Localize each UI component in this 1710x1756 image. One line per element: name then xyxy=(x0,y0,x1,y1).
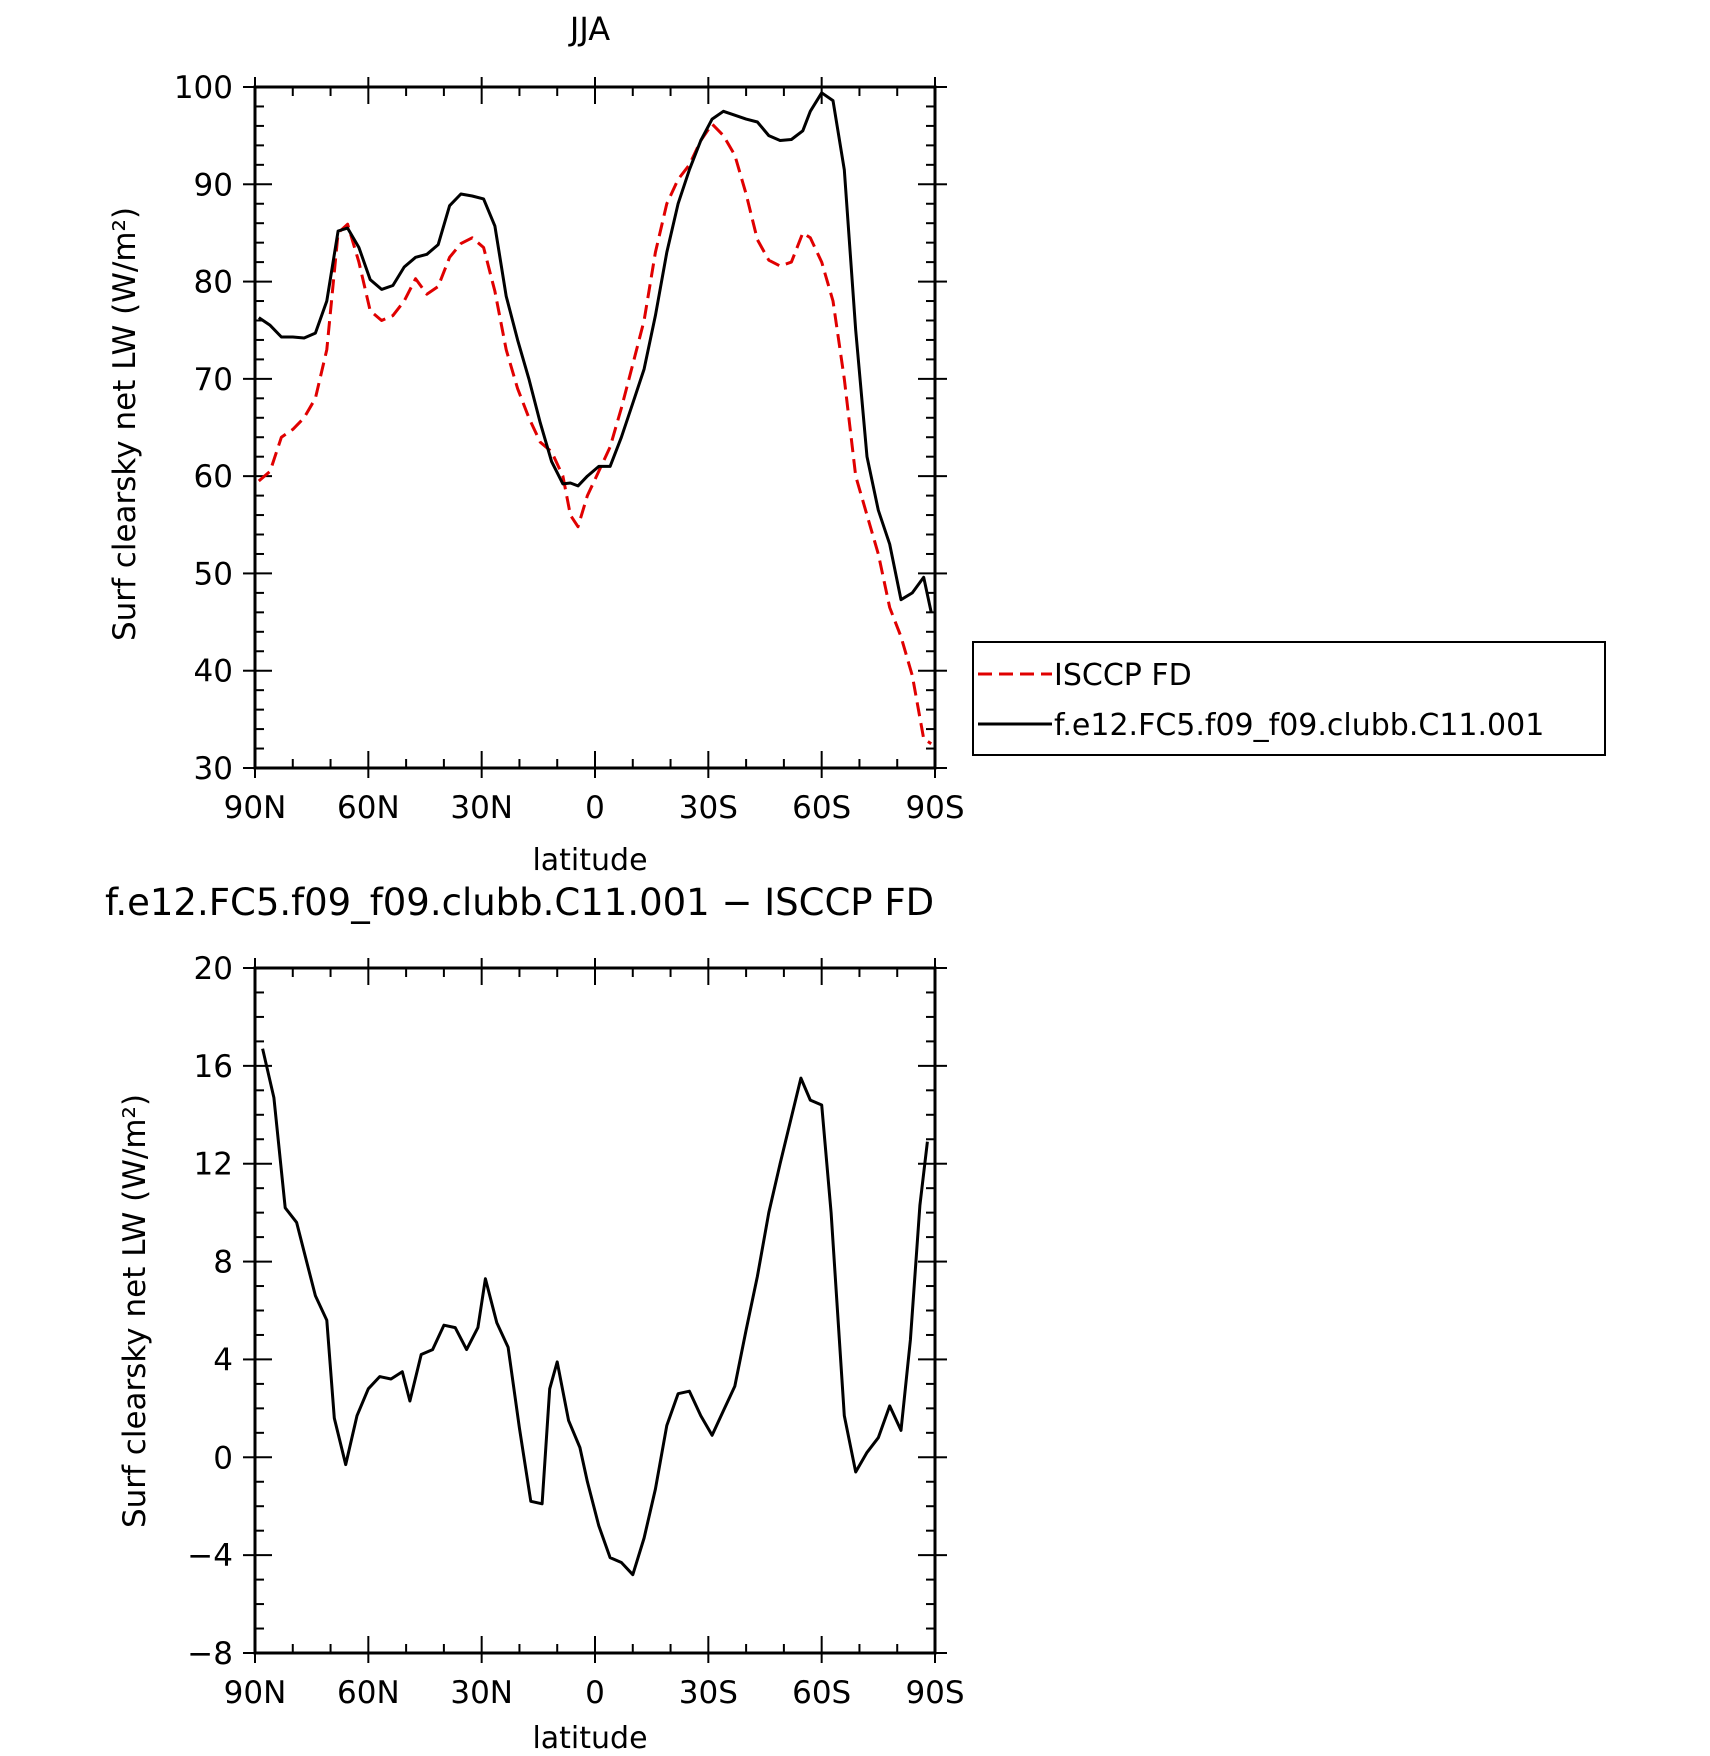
bottom-y-tick-label: −8 xyxy=(187,1636,233,1672)
bottom-chart-title: f.e12.FC5.f09_f09.clubb.C11.001 − ISCCP … xyxy=(105,881,934,924)
top-y-tick-label: 50 xyxy=(194,556,233,592)
bottom-x-axis-label: latitude xyxy=(532,1721,647,1756)
bottom-y-axis-label: Surf clearsky net LW (W/m²) xyxy=(117,1094,153,1528)
top-panel: JJA 90N 60N 30N 0 30S 60S 90S 100 90 80 70 60 50 40 30… xyxy=(107,10,1606,878)
legend-label-model: f.e12.FC5.f09_f09.clubb.C11.001 xyxy=(1054,708,1544,743)
bottom-y-tick-label: −4 xyxy=(187,1538,233,1574)
bottom-x-tick-label: 60S xyxy=(792,1675,851,1711)
bottom-y-tick-label: 4 xyxy=(213,1342,233,1378)
top-x-tick-label: 90S xyxy=(905,790,964,826)
top-series-line-1 xyxy=(257,122,933,745)
bottom-y-tick-label: 8 xyxy=(213,1245,233,1281)
bottom-x-tick-label: 30S xyxy=(679,1675,738,1711)
top-y-axis-label: Surf clearsky net LW (W/m²) xyxy=(107,207,143,641)
legend: ISCCP FD f.e12.FC5.f09_f09.clubb.C11.001 xyxy=(972,641,1606,756)
top-x-tick-label: 60N xyxy=(337,790,400,826)
top-y-tick-label: 90 xyxy=(194,167,233,203)
top-y-tick-label: 60 xyxy=(194,459,233,495)
bottom-series-line-1 xyxy=(261,1048,929,1577)
top-series-line-2 xyxy=(257,91,933,613)
bottom-panel: f.e12.FC5.f09_f09.clubb.C11.001 − ISCCP … xyxy=(105,881,965,1756)
top-y-tick-label: 80 xyxy=(194,265,233,301)
bottom-x-tick-label: 90N xyxy=(224,1675,287,1711)
top-y-tick-label: 70 xyxy=(194,362,233,398)
top-x-tick-label: 0 xyxy=(585,790,605,826)
bottom-y-tick-label: 0 xyxy=(213,1440,233,1476)
top-y-tick-label: 30 xyxy=(194,751,233,787)
top-chart-title: JJA xyxy=(568,10,610,48)
top-plot-frame xyxy=(253,85,937,770)
bottom-x-tick-label: 30N xyxy=(450,1675,513,1711)
bottom-y-tick-label: 20 xyxy=(194,951,233,987)
bottom-y-tick-label: 16 xyxy=(194,1049,233,1085)
legend-label-isccp: ISCCP FD xyxy=(1054,658,1192,693)
top-y-tick-label: 40 xyxy=(194,654,233,690)
top-x-tick-label: 90N xyxy=(224,790,287,826)
bottom-x-tick-label: 60N xyxy=(337,1675,400,1711)
top-plot-area: 90N 60N 30N 0 30S 60S 90S 100 90 80 70 60 50 40 30 xyxy=(174,70,965,826)
bottom-y-tick-label: 12 xyxy=(194,1147,233,1183)
top-x-tick-label: 30S xyxy=(679,790,738,826)
top-x-tick-label: 30N xyxy=(450,790,513,826)
bottom-plot-area: 90N 60N 30N 0 30S 60S 90S 20 16 12 8 4 0 −4 −8 xyxy=(187,951,964,1711)
bottom-x-tick-label: 90S xyxy=(905,1675,964,1711)
top-y-tick-label: 100 xyxy=(174,70,233,106)
top-x-axis-label: latitude xyxy=(532,843,647,878)
legend-box xyxy=(972,641,1606,756)
bottom-plot-frame xyxy=(253,966,937,1655)
top-x-tick-label: 60S xyxy=(792,790,851,826)
bottom-x-tick-label: 0 xyxy=(585,1675,605,1711)
